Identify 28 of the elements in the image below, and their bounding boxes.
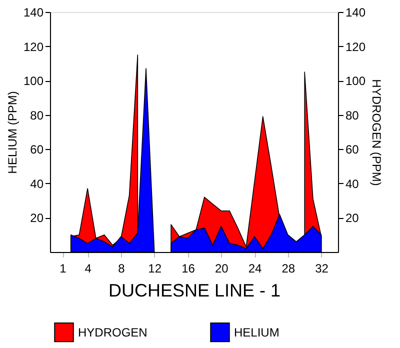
y2-axis-title: HYDROGEN (PPM) [370,79,384,186]
legend-label: HYDROGEN [78,325,148,340]
x-tick-label: 16 [182,262,196,276]
y-axis-title: HELIUM (PPM) [5,91,20,174]
x-tick-label: 32 [315,262,329,276]
y-tick-label: 20 [30,211,44,226]
y-tick-label: 140 [23,6,44,20]
y-tick-label: 120 [23,40,44,54]
y-tick-label: 100 [23,74,44,88]
x-tick-label: 20 [214,262,229,276]
x-tick-label: 1 [60,262,67,276]
y-tick-label: 40 [30,176,44,191]
y2-tick-label: 40 [346,176,360,191]
x-tick-label: 8 [118,262,126,276]
y2-tick-label: 120 [346,40,366,54]
x-axis-title: DUCHESNE LINE - 1 [108,280,281,300]
x-tick-label: 4 [84,262,92,276]
y2-tick-label: 140 [346,6,366,20]
x-tick-label: 12 [148,262,162,276]
y2-tick-label: 20 [346,211,360,226]
legend-label: HELIUM [234,325,280,340]
x-tick-label: 24 [248,262,262,276]
y2-tick-label: 60 [346,142,360,157]
x-tick-label: 28 [282,262,296,276]
y2-tick-label: 100 [346,74,366,88]
y-tick-label: 60 [30,142,44,157]
y2-tick-label: 80 [346,108,360,122]
y-tick-label: 80 [30,108,44,122]
